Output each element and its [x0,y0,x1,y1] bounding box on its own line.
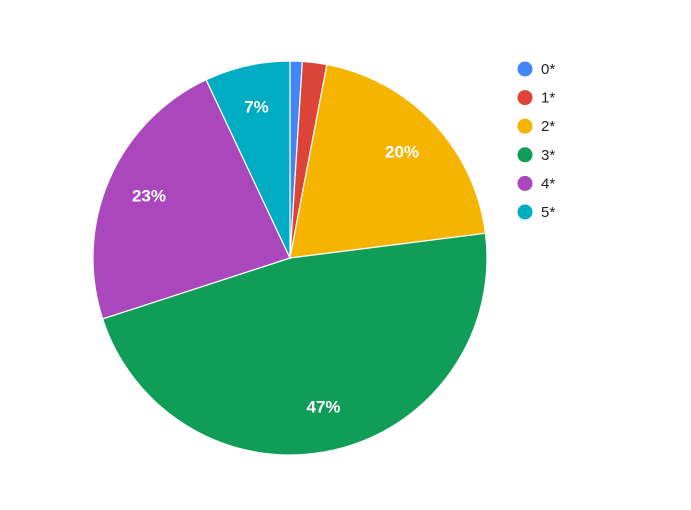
legend-marker [517,61,533,77]
legend-label: 0* [541,61,555,78]
legend-marker [517,90,533,106]
legend-marker [517,118,533,134]
legend-label: 5* [541,204,555,221]
legend-marker [517,175,533,191]
data-label: 20% [385,142,419,161]
legend-marker [517,204,533,220]
pie-slice [101,232,488,456]
legend-marker [517,147,533,163]
pie-slice [205,60,291,259]
data-label: 7% [244,98,269,117]
data-label: 47% [307,397,341,416]
legend-label: 3* [541,147,555,164]
pie-slice [92,78,291,320]
legend-label: 2* [541,118,555,135]
legend-label: 4* [541,175,555,192]
data-label: 23% [132,186,166,205]
legend-label: 1* [541,90,555,107]
pie-slice [289,63,487,259]
